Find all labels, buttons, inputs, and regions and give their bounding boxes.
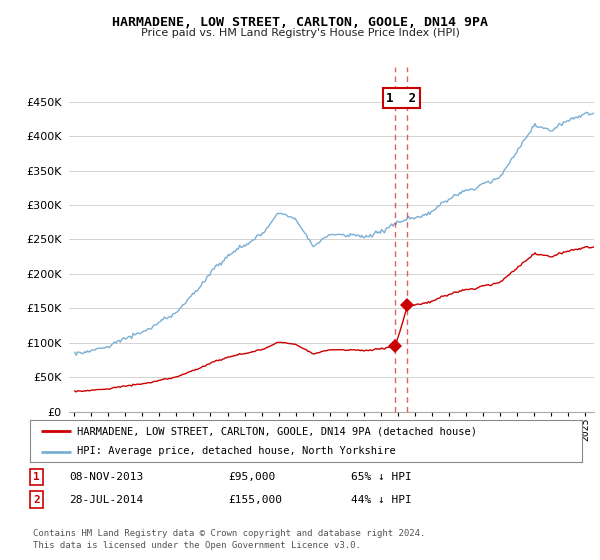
Text: Contains HM Land Registry data © Crown copyright and database right 2024.
This d: Contains HM Land Registry data © Crown c… (33, 529, 425, 550)
Text: 2: 2 (33, 494, 40, 505)
Text: 28-JUL-2014: 28-JUL-2014 (69, 494, 143, 505)
Text: Price paid vs. HM Land Registry's House Price Index (HPI): Price paid vs. HM Land Registry's House … (140, 28, 460, 38)
Text: £155,000: £155,000 (228, 494, 282, 505)
Text: HPI: Average price, detached house, North Yorkshire: HPI: Average price, detached house, Nort… (77, 446, 395, 456)
Text: HARMADENE, LOW STREET, CARLTON, GOOLE, DN14 9PA (detached house): HARMADENE, LOW STREET, CARLTON, GOOLE, D… (77, 426, 477, 436)
Text: £95,000: £95,000 (228, 472, 275, 482)
Text: 65% ↓ HPI: 65% ↓ HPI (351, 472, 412, 482)
Text: HARMADENE, LOW STREET, CARLTON, GOOLE, DN14 9PA: HARMADENE, LOW STREET, CARLTON, GOOLE, D… (112, 16, 488, 29)
Text: 44% ↓ HPI: 44% ↓ HPI (351, 494, 412, 505)
Text: 1: 1 (33, 472, 40, 482)
Text: 08-NOV-2013: 08-NOV-2013 (69, 472, 143, 482)
Text: 1  2: 1 2 (386, 92, 416, 105)
